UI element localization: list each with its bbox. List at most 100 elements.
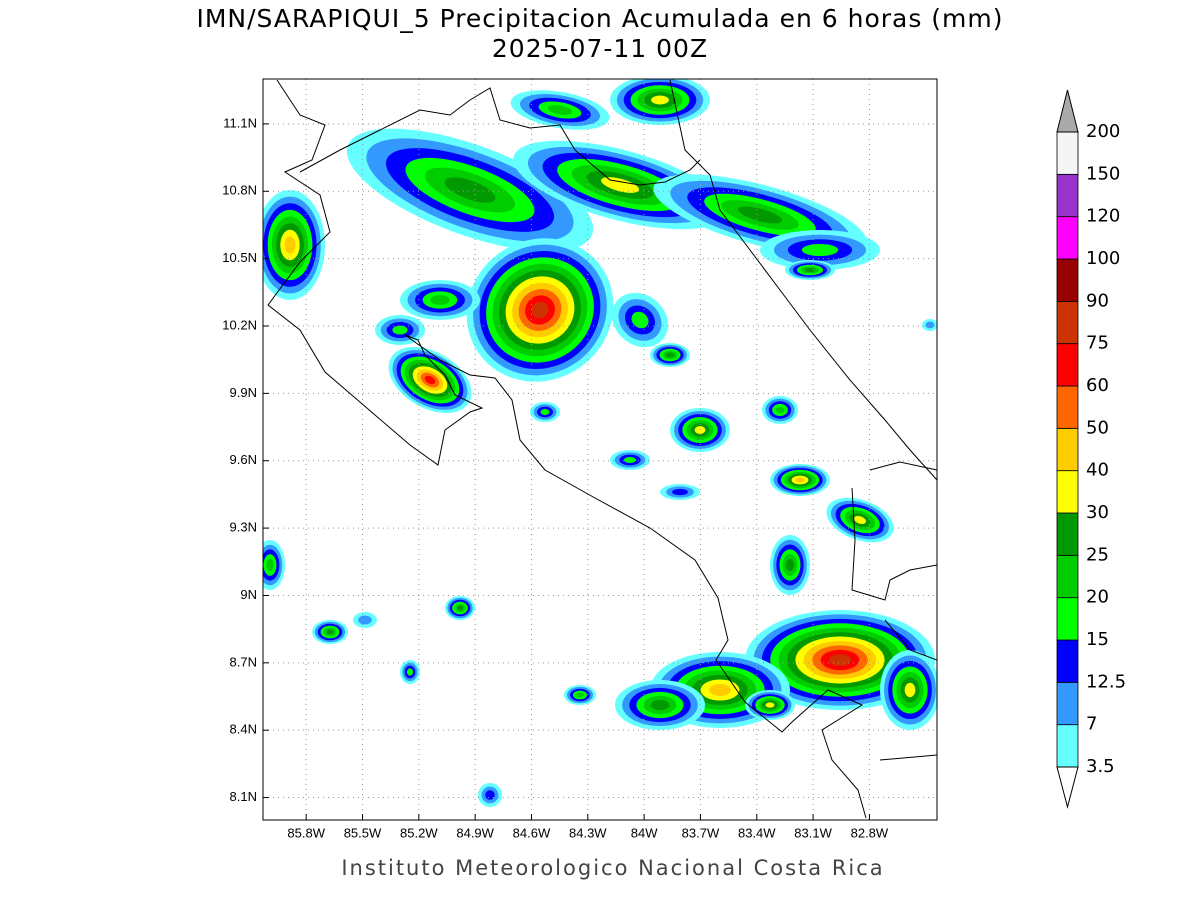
colorbar-segment: [1056, 258, 1079, 302]
lon-tick-label: 84.3W: [569, 825, 607, 840]
precip-contour: [672, 488, 688, 496]
lat-tick-label: 9.9N: [230, 385, 257, 400]
colorbar-under: [1056, 766, 1079, 809]
lat-tick-label: 10.8N: [222, 183, 257, 198]
colorbar-segment: [1056, 597, 1079, 641]
footer: Instituto Meteorologico Nacional Costa R…: [341, 856, 884, 880]
colorbar-label: 15: [1086, 629, 1109, 650]
precip-contour: [665, 352, 675, 358]
colorbar-label: 60: [1086, 375, 1109, 396]
bottom-coast: [879, 754, 937, 761]
precip-contour: [801, 243, 839, 257]
precip-contour: [738, 206, 782, 224]
colorbar-label: 100: [1086, 248, 1120, 269]
colorbar-segment: [1056, 343, 1079, 387]
precip-contour: [785, 558, 795, 572]
precip-contour: [444, 177, 496, 203]
lon-tick-label: 83.1W: [794, 825, 832, 840]
colorbar-segment: [1056, 216, 1079, 260]
colorbar-segment: [1056, 427, 1079, 472]
pacific-coast: [267, 79, 867, 819]
lat-tick-label: 8.4N: [230, 722, 257, 737]
precip-contour: [266, 558, 274, 572]
colorbar-label: 20: [1086, 587, 1109, 608]
precip-contour: [795, 477, 805, 483]
precip-contour: [925, 321, 935, 329]
colorbar-label: 50: [1086, 417, 1109, 438]
lon-tick-label: 84.9W: [456, 825, 494, 840]
lon-tick-label: 84.6W: [513, 825, 551, 840]
colorbar-segment: [1056, 470, 1079, 514]
lat-tick-label: 8.1N: [230, 789, 257, 804]
lon-tick-label: 84W: [631, 825, 658, 840]
precip-contour: [326, 629, 334, 635]
precip-contour: [694, 426, 706, 434]
precip-contour: [829, 654, 851, 666]
precip-contour: [547, 105, 573, 115]
south-coast: [884, 619, 937, 661]
precip-contour: [456, 605, 464, 611]
title: IMN/SARAPIQUI_5 Precipitacion Acumulada …: [196, 4, 1003, 33]
precip-contour: [485, 790, 495, 800]
lon-tick-label: 85.5W: [344, 825, 382, 840]
colorbar-segment: [1056, 681, 1079, 726]
precipitation-field: [263, 79, 937, 807]
colorbar-label: 30: [1086, 502, 1109, 523]
precip-contour: [709, 684, 731, 696]
map-frame: [262, 78, 938, 821]
grid: 85.8W 85.5W 85.2W 84.9W 84.6W 84.3W 84W 83.7W 83…: [222, 79, 937, 840]
lat-tick-label: 8.7N: [230, 654, 257, 669]
precip-contour: [392, 325, 408, 335]
lon-tick-label: 85.2W: [400, 825, 438, 840]
colorbar-label: 75: [1086, 333, 1109, 354]
colorbar-segment: [1056, 173, 1079, 218]
colorbar-label: 3.5: [1086, 756, 1115, 777]
precip-contour: [651, 95, 669, 105]
colorbar-label: 150: [1086, 163, 1120, 184]
colorbar-label: 25: [1086, 544, 1109, 565]
precip-contour: [601, 177, 639, 193]
lat-tick-label: 9N: [240, 587, 257, 602]
lat-tick-label: 9.6N: [230, 452, 257, 467]
colorbar-label: 7: [1086, 714, 1097, 735]
precip-contour: [540, 408, 550, 416]
precip-contour: [765, 702, 775, 708]
precip-contour: [531, 301, 549, 319]
subtitle: 2025-07-11 00Z: [492, 34, 708, 63]
colorbar-segment: [1056, 131, 1079, 175]
colorbar-label: 200: [1086, 121, 1120, 142]
precip-contour: [904, 682, 916, 698]
lat-tick-label: 10.2N: [222, 317, 257, 332]
lon-tick-label: 83.4W: [738, 825, 776, 840]
colorbar-label: 12.5: [1086, 671, 1126, 692]
lon-tick-label: 82.8W: [851, 825, 889, 840]
colorbar-label: 120: [1086, 206, 1120, 227]
precip-contour: [430, 295, 450, 305]
precip-contour: [854, 516, 866, 524]
lat-tick-label: 11.1N: [223, 115, 257, 130]
precip-contour: [775, 406, 785, 414]
colorbar-segment: [1056, 512, 1079, 556]
precip-contour: [424, 375, 436, 385]
precip-contour: [623, 456, 637, 464]
colorbar-segment: [1056, 300, 1079, 345]
colorbar-segment: [1056, 639, 1079, 683]
precip-contour: [804, 267, 816, 273]
colorbar-label: 90: [1086, 290, 1109, 311]
precip-contour: [576, 692, 584, 698]
lat-tick-label: 10.5N: [222, 250, 257, 265]
border-south: [851, 487, 937, 601]
colorbar-over: [1056, 89, 1079, 133]
colorbar-label: 40: [1086, 460, 1109, 481]
precip-contour: [358, 615, 372, 625]
colorbar-segment: [1056, 554, 1079, 599]
colorbar-segment: [1056, 385, 1079, 429]
border-north: [299, 87, 701, 186]
colorbar: 3.5 7 12.5 15 20 25 30 40 50 60 75 90 100 120 150 200: [1056, 89, 1126, 809]
precip-contour: [284, 236, 296, 254]
colorbar-segment: [1056, 724, 1079, 768]
east-coast: [869, 461, 937, 471]
lat-tick-label: 9.3N: [230, 520, 257, 535]
